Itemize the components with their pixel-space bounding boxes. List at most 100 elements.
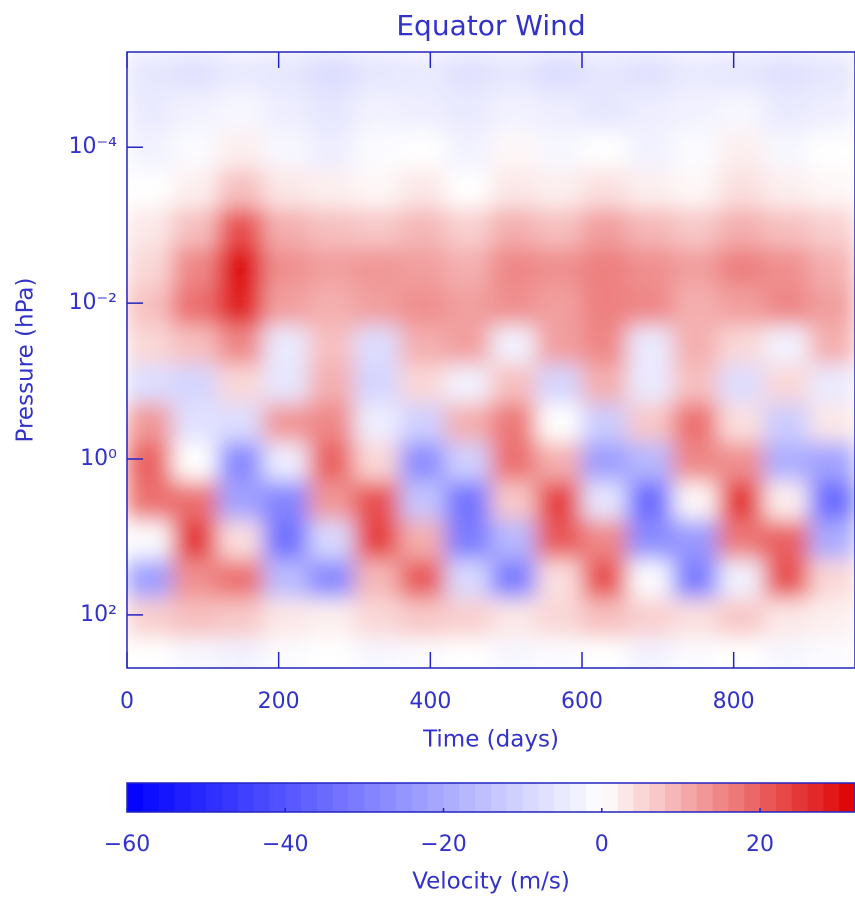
colorbar-step [507,783,523,812]
heatmap-cell [309,364,356,404]
heatmap-cell [218,364,265,404]
heatmap-cell [263,131,310,171]
heatmap-cell [627,131,674,171]
heatmap-cell [809,209,855,249]
heatmap-cell [354,481,401,521]
heatmap-cell [263,170,310,210]
colorbar-step [681,783,697,812]
colorbar-step [776,783,792,812]
colorbar-step [364,783,380,812]
heatmap-cell [127,520,174,560]
colorbar-tick-label: −60 [104,832,150,857]
heatmap-cell [309,403,356,443]
colorbar-step [728,783,744,812]
heatmap-cell [127,364,174,404]
heatmap-cell [673,131,720,171]
heatmap-cell [263,559,310,599]
heatmap-cell [764,442,811,482]
heatmap-cell [809,92,855,132]
colorbar-step [301,783,317,812]
heatmap-clip [127,52,855,677]
heatmap-cell [582,52,629,92]
heatmap-cell [809,598,855,638]
colorbar-step [269,783,285,812]
heatmap-cell [582,286,629,326]
heatmap-cell [582,247,629,287]
heatmap-cell [627,637,674,677]
heatmap-cell [673,286,720,326]
heatmap-cell [536,286,583,326]
heatmap-cell [309,637,356,677]
heatmap-cell [445,247,492,287]
heatmap-cell [354,52,401,92]
heatmap-cell [445,325,492,365]
heatmap-cell [354,364,401,404]
heatmap-cell [718,520,765,560]
heatmap-cell [127,481,174,521]
heatmap-cell [354,637,401,677]
heatmap-cell [400,364,447,404]
heatmap-cell [673,598,720,638]
heatmap-cell [673,52,720,92]
heatmap-cell [536,325,583,365]
heatmap-cell [445,598,492,638]
x-tick-label: 400 [409,689,451,714]
colorbar-step [412,783,428,812]
heatmap-cell [764,170,811,210]
heatmap-cell [263,403,310,443]
colorbar-step [649,783,665,812]
colorbar-step [792,783,808,812]
heatmap-cell [445,131,492,171]
colorbar-step [760,783,776,812]
colorbar-step [665,783,681,812]
heatmap-cell [263,52,310,92]
heatmap-cell [718,637,765,677]
heatmap-cell [127,403,174,443]
heatmap-cell [764,637,811,677]
heatmap-cell [491,170,538,210]
heatmap-cell [445,637,492,677]
heatmap-cell [127,131,174,171]
heatmap-cell [627,559,674,599]
heatmap-cell [218,520,265,560]
heatmap-cell [764,520,811,560]
heatmap-cell [400,559,447,599]
colorbar-step [428,783,444,812]
heatmap-cell [718,481,765,521]
colorbar-tick-label: −20 [420,832,466,857]
heatmap-cell [172,559,219,599]
heatmap-cell [582,170,629,210]
heatmap-cell [400,520,447,560]
heatmap-cell [354,247,401,287]
heatmap-cell [673,247,720,287]
heatmap-cell [445,364,492,404]
heatmap-cell [172,209,219,249]
colorbar-step [396,783,412,812]
heatmap-cell [127,325,174,365]
heatmap-cell [582,403,629,443]
heatmap-cell [172,364,219,404]
heatmap-cell [218,286,265,326]
heatmap-cell [354,209,401,249]
colorbar-step [380,783,396,812]
heatmap-cell [309,131,356,171]
heatmap-cell [309,209,356,249]
heatmap-cell [127,598,174,638]
heatmap-cell [491,481,538,521]
heatmap-cell [172,520,219,560]
heatmap-cell [309,286,356,326]
heatmap-cell [354,520,401,560]
colorbar-tick-label: 20 [746,832,774,857]
heatmap-cell [218,131,265,171]
heatmap-cell [764,559,811,599]
colorbar-step [633,783,649,812]
heatmap-cell [764,481,811,521]
colorbar-step [143,783,159,812]
colorbar-step [285,783,301,812]
heatmap-cell [263,442,310,482]
heatmap-cell [536,92,583,132]
heatmap-cell [627,92,674,132]
heatmap-cell [809,637,855,677]
colorbar-step [238,783,254,812]
